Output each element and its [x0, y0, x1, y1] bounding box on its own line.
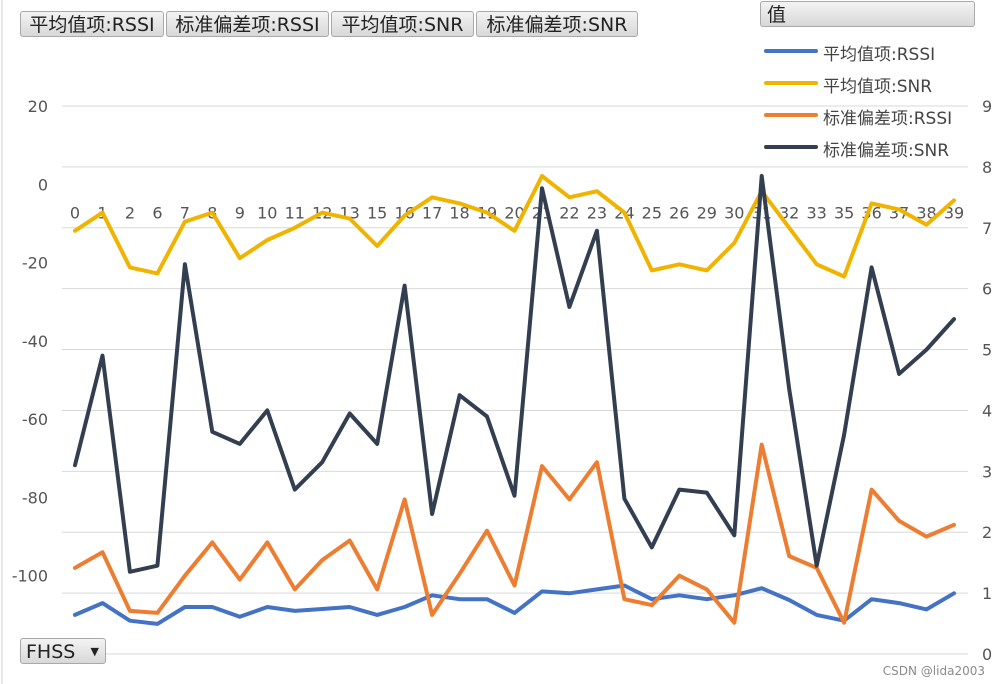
legend-header-button[interactable]: 值: [760, 1, 975, 27]
right-tick-label: 6: [982, 280, 992, 299]
fhss-filter-label: FHSS: [26, 641, 76, 663]
series-line-0: [73, 583, 956, 626]
x-tick-label: 6: [152, 203, 162, 222]
x-tick-label: 25: [642, 203, 662, 222]
x-tick-label: 30: [724, 203, 744, 222]
x-tick-label: 10: [257, 203, 277, 222]
field-button-mean-rssi[interactable]: 平均值项:RSSI: [20, 11, 164, 37]
field-button-std-snr[interactable]: 标准偏差项:SNR: [476, 11, 638, 37]
x-axis: 0 1 2 6 7 8 9 10 11 12 13 15 16 17 18 19 20 21 22 23 24 25 26 2…: [70, 203, 964, 222]
legend-label-mean-rssi: 平均值项:RSSI: [823, 45, 936, 65]
right-tick-label: 0: [982, 645, 992, 664]
field-button-mean-snr[interactable]: 平均值项:SNR: [331, 11, 474, 37]
legend-swatch-std-rssi: [764, 113, 818, 117]
series-line-2: [73, 442, 956, 625]
series-lines: [73, 174, 956, 626]
x-tick-label: 11: [285, 203, 305, 222]
right-tick-label: 7: [982, 219, 992, 238]
x-tick-label: 33: [806, 203, 826, 222]
left-tick-label: -100: [12, 567, 48, 586]
x-tick-label: 2: [125, 203, 135, 222]
right-tick-label: 3: [982, 462, 992, 481]
legend-swatch-std-snr: [764, 145, 818, 149]
x-tick-label: 26: [669, 203, 689, 222]
x-tick-label: 16: [394, 203, 414, 222]
x-tick-label: 32: [779, 203, 799, 222]
x-tick-label: 0: [70, 203, 80, 222]
x-tick-label: 7: [180, 203, 190, 222]
watermark: CSDN @lida2003: [882, 664, 985, 678]
right-tick-label: 5: [982, 341, 992, 360]
right-tick-label: 9: [982, 97, 992, 116]
legend-label-std-snr: 标准偏差项:SNR: [823, 141, 950, 161]
dropdown-arrow-icon: ▼: [90, 645, 99, 658]
legend-swatch-mean-snr: [764, 81, 818, 85]
legend-label-mean-snr: 平均值项:SNR: [823, 77, 933, 97]
series-line-3: [73, 174, 956, 574]
right-tick-label: 2: [982, 523, 992, 542]
right-y-axis: 9 8 7 6 5 4 3 2 1 0: [982, 97, 992, 664]
gridlines: [1, 0, 968, 684]
left-tick-label: -60: [22, 410, 48, 429]
right-tick-label: 1: [982, 584, 992, 603]
left-tick-label: -40: [22, 332, 48, 351]
x-tick-label: 23: [587, 203, 607, 222]
left-tick-label: 0: [38, 175, 48, 194]
x-tick-label: 29: [697, 203, 717, 222]
legend-label-std-rssi: 标准偏差项:RSSI: [823, 109, 953, 129]
fhss-filter-dropdown[interactable]: FHSS ▼: [20, 638, 106, 664]
x-tick-label: 18: [449, 203, 469, 222]
series-line-1: [73, 174, 956, 279]
left-tick-label: -20: [22, 254, 48, 273]
x-tick-label: 15: [367, 203, 387, 222]
x-tick-label: 9: [235, 203, 245, 222]
x-tick-label: 39: [944, 203, 964, 222]
right-tick-label: 4: [982, 401, 992, 420]
right-tick-label: 8: [982, 158, 992, 177]
left-tick-label: 20: [28, 97, 48, 116]
left-tick-label: -80: [22, 488, 48, 507]
x-tick-label: 35: [834, 203, 854, 222]
field-button-std-rssi[interactable]: 标准偏差项:RSSI: [166, 11, 329, 37]
x-tick-label: 22: [559, 203, 579, 222]
x-tick-label: 17: [422, 203, 442, 222]
left-y-axis: 20 0 -20 -40 -60 -80 -100: [12, 97, 48, 586]
legend-swatch-mean-rssi: [764, 49, 818, 53]
